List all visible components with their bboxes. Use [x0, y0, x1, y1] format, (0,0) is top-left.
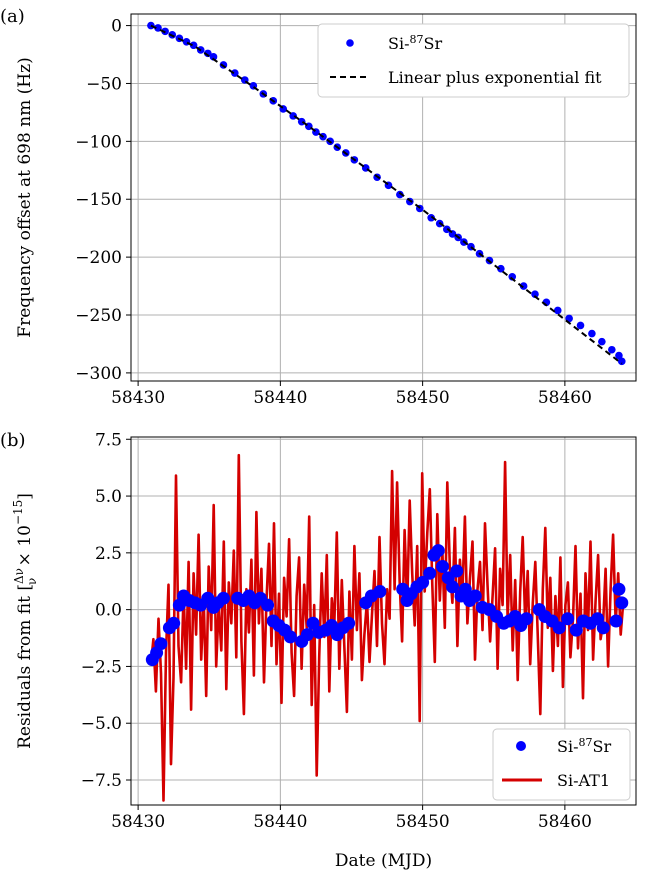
legend-box — [492, 728, 631, 801]
y-tick-label: −5.0 — [81, 714, 122, 734]
legend-label-at1: Si-AT1 — [557, 771, 610, 790]
panel-b-y-axis-label: Residuals from fit [Δνν × 10−15] — [11, 493, 39, 749]
data-point — [189, 41, 198, 50]
y-tick-label: −150 — [75, 190, 122, 210]
x-tick-label: 58430 — [111, 812, 165, 832]
data-point — [519, 612, 533, 626]
data-point — [497, 264, 505, 273]
data-point — [154, 637, 168, 651]
fit-line — [150, 24, 623, 365]
data-point — [450, 564, 464, 578]
y-tick-label: −7.5 — [81, 771, 122, 791]
y-tick-label: −50 — [86, 74, 122, 94]
legend-marker-sr — [346, 39, 354, 47]
x-tick-label: 58440 — [253, 812, 307, 832]
legend-marker-sr — [516, 741, 526, 751]
data-point — [615, 351, 623, 360]
data-point — [531, 290, 539, 298]
data-point — [553, 306, 562, 315]
panel-a-frame — [130, 13, 637, 382]
data-point — [609, 614, 623, 628]
y-tick-label: 5.0 — [95, 487, 122, 507]
x-tick-label: 58430 — [111, 388, 165, 408]
panel-a-ticks: 58430 58440 58450 58460 0 −50 −100 −150 −200 −250… — [75, 17, 592, 408]
data-point — [588, 329, 596, 338]
data-point — [519, 282, 528, 290]
panel-a-plot-area — [147, 21, 626, 366]
data-point — [468, 589, 482, 603]
data-point — [617, 357, 626, 366]
data-point — [209, 53, 218, 61]
panel-b-ticks: 58430 58440 58450 58460 7.5 5.0 2.5 0.0 −2.5 −5.0… — [81, 430, 592, 832]
panel-b: (b) 58430 58440 58450 58460 7.5 5.0 2.5 0.0 −2.5… — [0, 430, 637, 871]
data-point — [204, 49, 212, 58]
x-tick-label: 58450 — [396, 812, 450, 832]
legend-label-fit: Linear plus exponential fit — [388, 68, 602, 87]
panel-b-x-axis-label: Date (MJD) — [335, 851, 432, 871]
y-tick-label: 7.5 — [95, 430, 122, 450]
data-point — [342, 616, 356, 630]
panel-a-label: (a) — [0, 6, 25, 27]
data-point — [569, 623, 583, 637]
data-point — [576, 321, 585, 330]
data-point — [608, 345, 616, 354]
y-tick-label: 0.0 — [95, 601, 122, 621]
legend-label-sr: Si-87Sr — [388, 33, 442, 54]
data-point — [154, 24, 162, 32]
y-tick-label: −2.5 — [81, 657, 122, 677]
data-point — [445, 580, 459, 594]
legend-box — [317, 23, 630, 98]
data-point — [373, 584, 387, 598]
y-tick-label: −250 — [75, 306, 122, 326]
data-point — [261, 598, 275, 612]
data-point — [300, 628, 314, 642]
data-point — [289, 112, 297, 120]
y-tick-label: 0 — [111, 17, 122, 37]
data-point — [612, 582, 626, 596]
data-point — [598, 337, 606, 346]
data-point — [283, 630, 297, 644]
data-point — [423, 566, 437, 580]
si-at1-line — [149, 453, 625, 802]
x-tick-label: 58460 — [538, 812, 592, 832]
data-point — [596, 621, 610, 635]
y-tick-label: −300 — [75, 364, 122, 384]
data-point — [458, 582, 472, 596]
data-point — [561, 612, 575, 626]
x-tick-label: 58460 — [538, 388, 592, 408]
data-point — [416, 575, 430, 589]
data-point — [436, 559, 450, 573]
data-point — [427, 213, 435, 222]
x-tick-label: 58440 — [253, 388, 307, 408]
data-point — [231, 69, 239, 77]
data-point — [216, 591, 230, 605]
panel-b-label: (b) — [0, 430, 26, 451]
data-point — [167, 616, 181, 630]
data-point — [552, 621, 566, 635]
panel-a-y-axis-label: Frequency offset at 698 nm (Hz) — [15, 57, 35, 337]
x-tick-label: 58450 — [396, 388, 450, 408]
y-tick-label: 2.5 — [95, 544, 122, 564]
data-point — [431, 544, 445, 558]
panel-b-plot-area — [145, 453, 629, 802]
panel-a-legend: Si-87Sr Linear plus exponential fit — [317, 23, 630, 98]
legend-label-sr: Si-87Sr — [557, 736, 611, 757]
panel-b-legend: Si-87Sr Si-AT1 — [492, 728, 631, 801]
panel-b-frame — [130, 436, 637, 806]
data-point — [615, 596, 629, 610]
data-point — [396, 190, 404, 199]
y-tick-label: −100 — [75, 132, 122, 152]
y-tick-label: −200 — [75, 248, 122, 268]
panel-a: (a) 58430 58440 58450 58460 0 −50 −100 −150 −200… — [0, 6, 637, 408]
